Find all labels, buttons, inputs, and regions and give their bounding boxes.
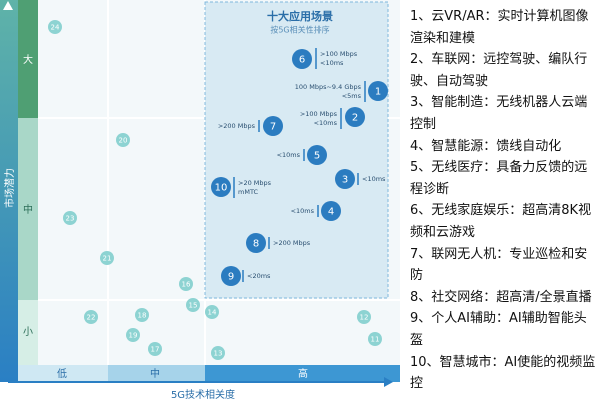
list-item: 9、个人AI辅助：AI辅助智能头盔	[410, 311, 587, 348]
note: <10ms	[277, 151, 301, 159]
list-item: 2、车联网：远控驾驶、编队行驶、自动驾驶	[410, 52, 588, 89]
note: <20ms	[247, 272, 271, 280]
node-label: 12	[360, 314, 369, 322]
list-item: 6、无线家庭娱乐：超高清8K视频和云游戏	[410, 203, 592, 240]
x-axis-label: 5G技术相关度	[171, 388, 235, 401]
note: mMTC	[238, 188, 259, 196]
node-label: 10	[215, 183, 228, 194]
scenario-node	[211, 177, 231, 197]
node-label: 8	[253, 239, 259, 250]
other-node	[357, 310, 371, 324]
col-band	[205, 365, 400, 382]
other-node	[186, 298, 200, 312]
node-label: 15	[189, 302, 198, 310]
y-arrow	[3, 1, 13, 10]
scenario-node	[263, 116, 283, 136]
other-node	[63, 211, 77, 225]
node-label: 16	[182, 281, 191, 289]
scenario-node	[345, 107, 365, 127]
node-label: 21	[103, 255, 112, 263]
other-node	[100, 251, 114, 265]
subtitle: 按5G相关性排序	[270, 25, 329, 35]
list-item: 7、联网无人机：专业巡检和安防	[410, 246, 588, 284]
title: 十大应用场景	[267, 9, 333, 23]
other-node	[205, 305, 219, 319]
scenario-node	[221, 266, 241, 286]
scenario-node	[246, 233, 266, 253]
node-label: 14	[208, 309, 217, 317]
col-band	[18, 365, 108, 382]
node-label: 1	[375, 87, 381, 98]
other-node	[368, 332, 382, 346]
other-node	[48, 20, 62, 34]
scenario-node	[292, 49, 312, 69]
other-node	[179, 277, 193, 291]
scenario-node	[368, 81, 388, 101]
col-band	[108, 365, 205, 382]
highlight-box	[204, 1, 389, 299]
list-item: 3、智能制造：无线机器人云端控制	[410, 95, 588, 132]
legend-list: 1、云VR/AR：实时计算机图像渲染和建模 2、车联网：远控驾驶、编队行驶、自动驾…	[410, 6, 596, 395]
note: >100 Mbps	[300, 110, 338, 118]
note: <10ms	[291, 207, 315, 215]
list-item: 8、社交网络：超高清/全景直播	[410, 289, 592, 305]
node-label: 6	[299, 55, 305, 66]
list-item: 5、无线医疗：具备力反馈的远程诊断	[410, 160, 588, 197]
node-label: 4	[328, 207, 334, 218]
row-band	[18, 300, 38, 365]
other-node	[126, 328, 140, 342]
scenario-node	[321, 201, 341, 221]
y-axis-label: 市场潜力	[3, 168, 16, 208]
row-label: 小	[23, 326, 33, 338]
node-label: 2	[352, 113, 358, 124]
col-label: 中	[150, 367, 160, 380]
node-label: 9	[228, 272, 234, 283]
list-item: 1、云VR/AR：实时计算机图像渲染和建模	[410, 9, 589, 46]
col-label: 低	[57, 367, 67, 380]
node-label: 19	[129, 332, 138, 340]
node-label: 22	[87, 314, 96, 322]
node-label: 3	[342, 175, 348, 186]
list-item: 4、智慧能源：馈线自动化	[410, 138, 562, 154]
x-arrow	[384, 377, 393, 387]
note: <10ms	[314, 119, 338, 127]
y-axis-band	[0, 0, 18, 382]
other-node	[211, 346, 225, 360]
note: >100 Mbps	[320, 50, 358, 58]
col-label: 高	[298, 367, 308, 380]
note: >20 Mbps	[238, 179, 272, 187]
scenario-node	[307, 145, 327, 165]
node-label: 7	[270, 122, 276, 133]
other-node	[84, 310, 98, 324]
row-label: 中	[23, 203, 33, 216]
note: <5ms	[342, 92, 362, 100]
note: <10ms	[320, 59, 344, 67]
row-band	[18, 118, 38, 300]
node-label: 5	[314, 151, 320, 162]
node-label: 18	[138, 312, 147, 320]
row-band	[18, 0, 38, 118]
node-label: 20	[119, 137, 128, 145]
other-node	[148, 342, 162, 356]
note: <10ms	[362, 175, 386, 183]
node-label: 23	[66, 215, 75, 223]
node-label: 17	[151, 346, 160, 354]
other-node	[135, 308, 149, 322]
scenario-node	[335, 169, 355, 189]
list-item: 10、智慧城市：AI使能的视频监控	[410, 354, 596, 392]
matrix: 十大应用场景 按5G相关性排序 市场潜力 5G技术相关度 小中大低中高1100 …	[0, 0, 400, 401]
node-label: 11	[371, 336, 380, 344]
note: 100 Mbps~9.4 Gbps	[295, 83, 362, 91]
node-label: 24	[51, 24, 60, 32]
row-label: 大	[23, 53, 33, 66]
note: >200 Mbps	[273, 239, 311, 247]
other-node	[116, 133, 130, 147]
node-label: 13	[214, 350, 223, 358]
note: >200 Mbps	[218, 122, 256, 130]
